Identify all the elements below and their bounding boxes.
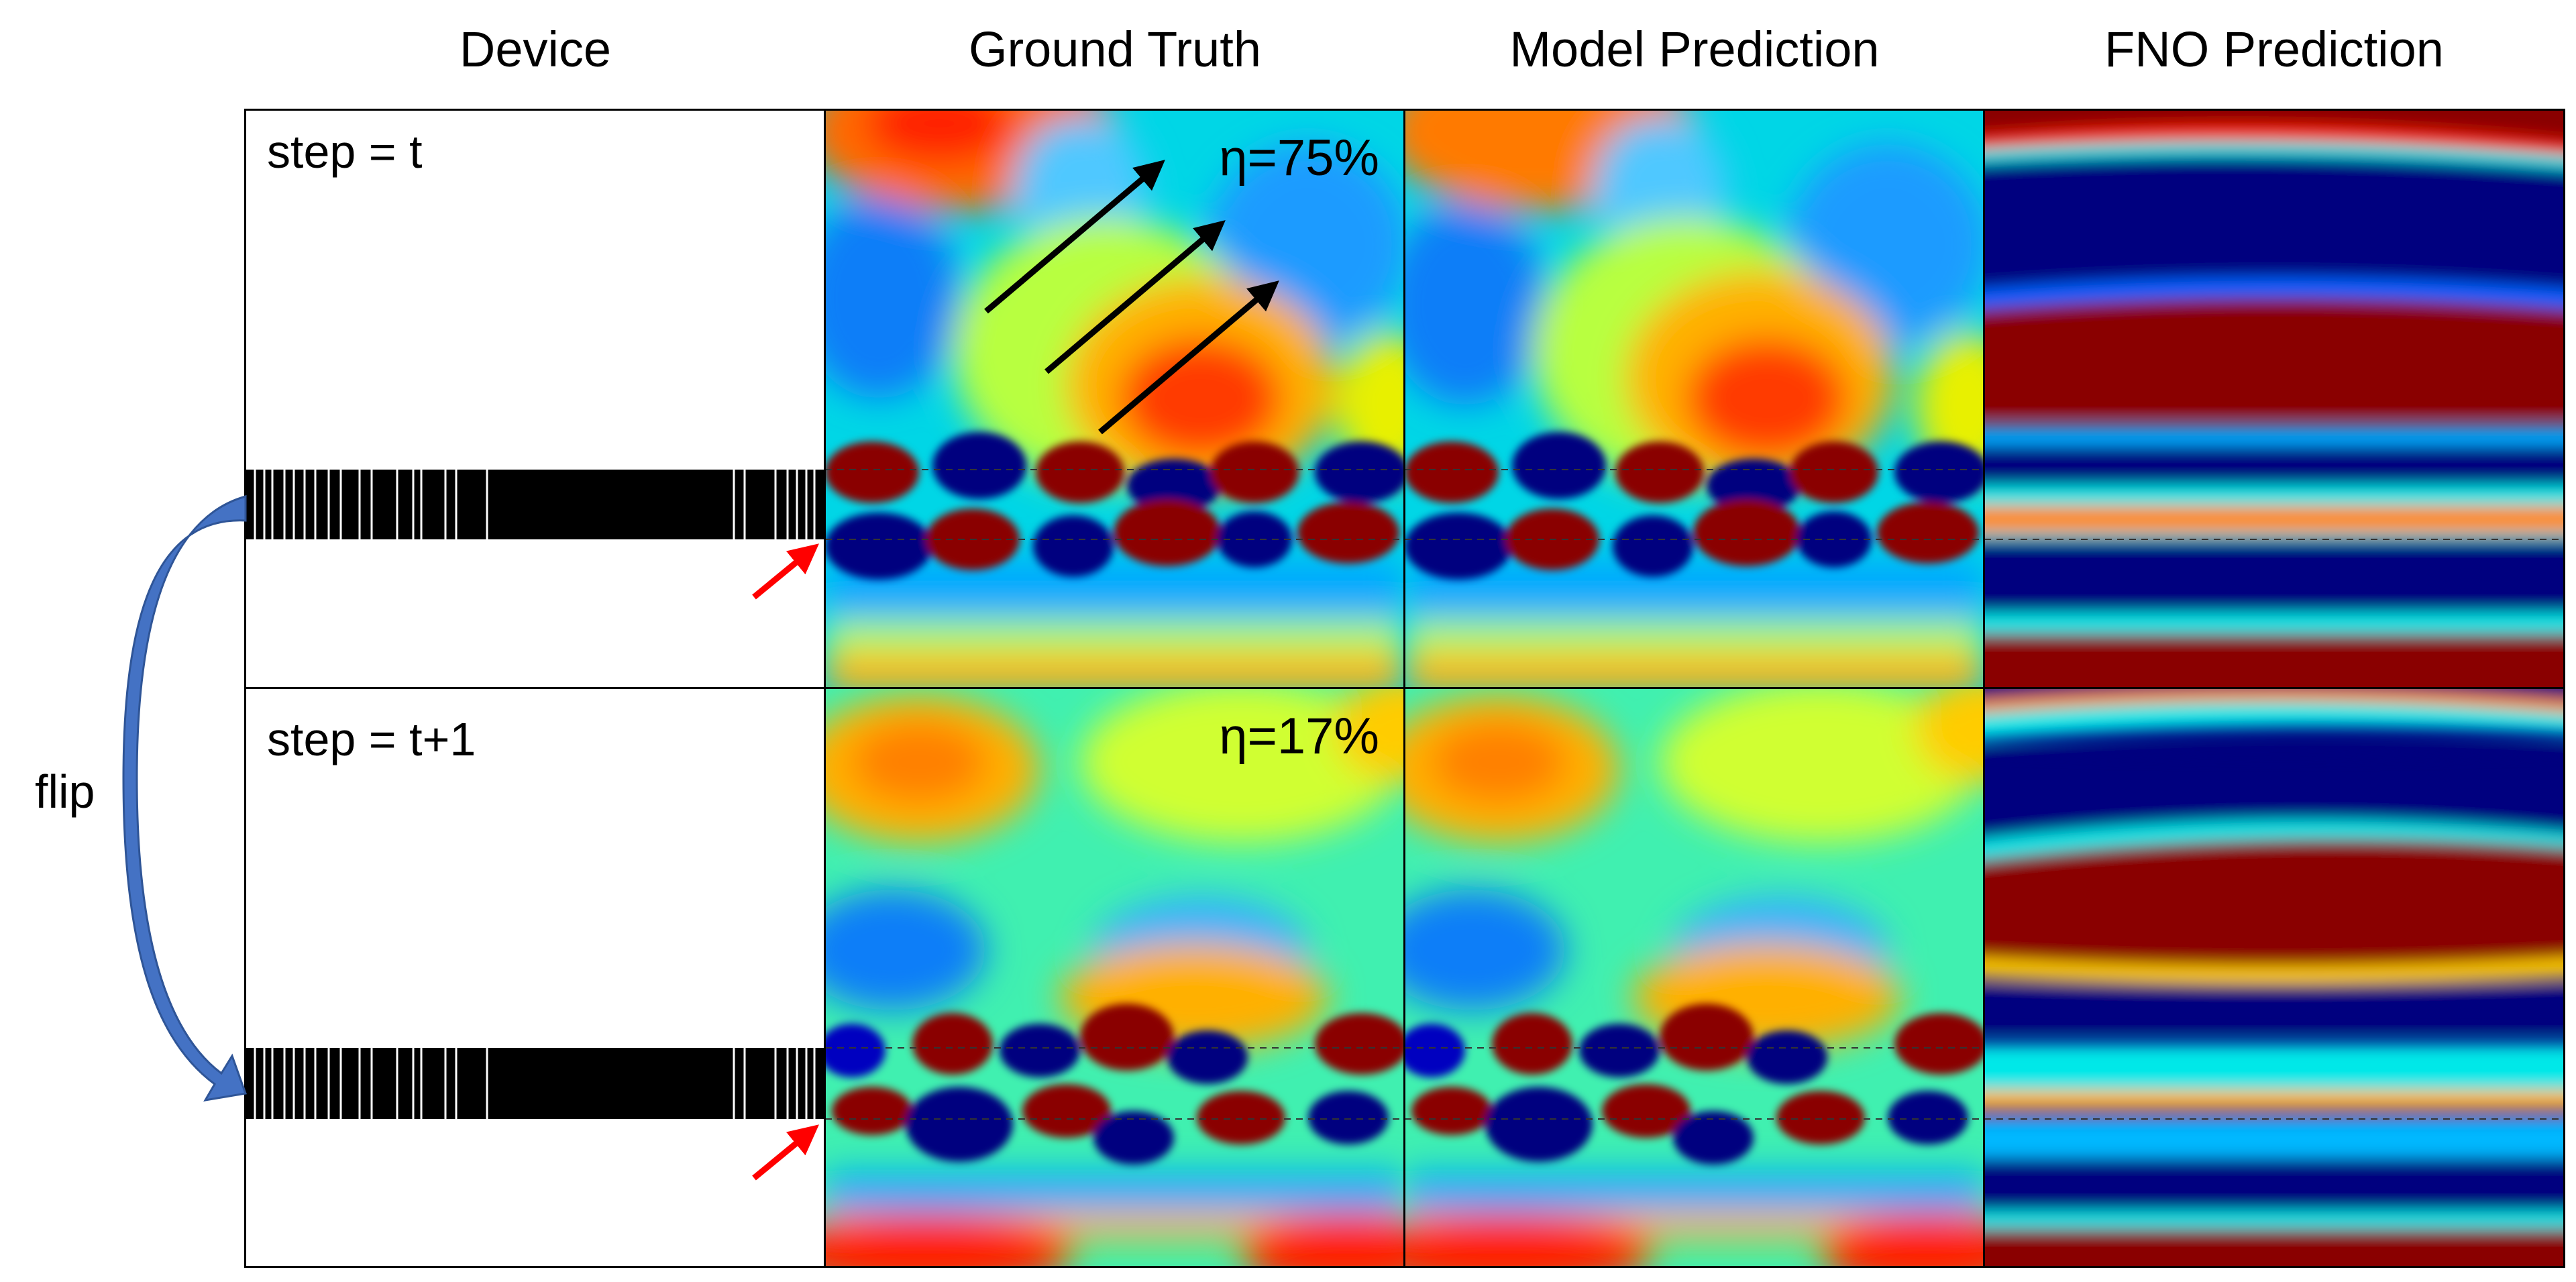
device-structure: [246, 470, 825, 539]
fno-prediction-field-step-t: [1984, 110, 2564, 688]
column-title-device: Device: [459, 21, 612, 77]
ground-truth-field-step-t: η=75%: [825, 110, 1405, 688]
field-heatmap: [825, 110, 1405, 688]
flip-arrow-icon: [122, 495, 248, 1102]
propagation-arrows: [984, 160, 1279, 435]
model-prediction-field-step-t1: [1405, 688, 1984, 1267]
field-heatmap: [1405, 688, 1984, 1267]
efficiency-label: η=17%: [1219, 708, 1379, 765]
device-panel-step-t1: step = t+1: [246, 688, 825, 1267]
step-label: step = t+1: [267, 713, 476, 765]
step-label: step = t: [267, 125, 423, 178]
efficiency-label: η=75%: [1219, 129, 1379, 186]
column-title-model-prediction: Model Prediction: [1509, 21, 1880, 77]
device-panel-step-t: step = t: [246, 110, 825, 688]
fno-prediction-field-step-t1: [1984, 688, 2564, 1267]
ground-truth-field-step-t1: η=17%: [825, 688, 1405, 1267]
flip-label: flip: [35, 765, 95, 818]
field-heatmap: [825, 688, 1405, 1267]
device-structure: [246, 1048, 825, 1119]
column-title-ground-truth: Ground Truth: [968, 21, 1261, 77]
model-prediction-field-step-t: [1405, 110, 1984, 688]
column-title-fno-prediction: FNO Prediction: [2104, 21, 2444, 77]
field-heatmap: [1405, 110, 1984, 688]
field-heatmap: [1984, 688, 2564, 1267]
field-heatmap: [1984, 110, 2564, 688]
